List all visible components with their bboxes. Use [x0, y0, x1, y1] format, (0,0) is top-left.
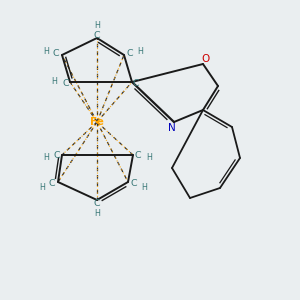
Text: C: C: [53, 49, 59, 58]
Text: H: H: [141, 182, 147, 191]
Text: N: N: [168, 123, 176, 133]
Text: C: C: [133, 80, 139, 88]
Text: C: C: [94, 200, 100, 208]
Text: C: C: [49, 179, 55, 188]
Text: C: C: [135, 151, 141, 160]
Text: H: H: [146, 152, 152, 161]
Text: H: H: [43, 47, 49, 56]
Text: C: C: [131, 179, 137, 188]
Text: C: C: [94, 31, 100, 40]
Text: Fe: Fe: [90, 117, 104, 127]
Text: O: O: [201, 54, 209, 64]
Text: C: C: [63, 80, 69, 88]
Text: H: H: [94, 209, 100, 218]
Text: H: H: [43, 152, 49, 161]
Text: H: H: [94, 20, 100, 29]
Text: H: H: [137, 47, 143, 56]
Text: H: H: [51, 76, 57, 85]
Text: H: H: [39, 182, 45, 191]
Text: C: C: [127, 49, 133, 58]
Text: C: C: [54, 151, 60, 160]
